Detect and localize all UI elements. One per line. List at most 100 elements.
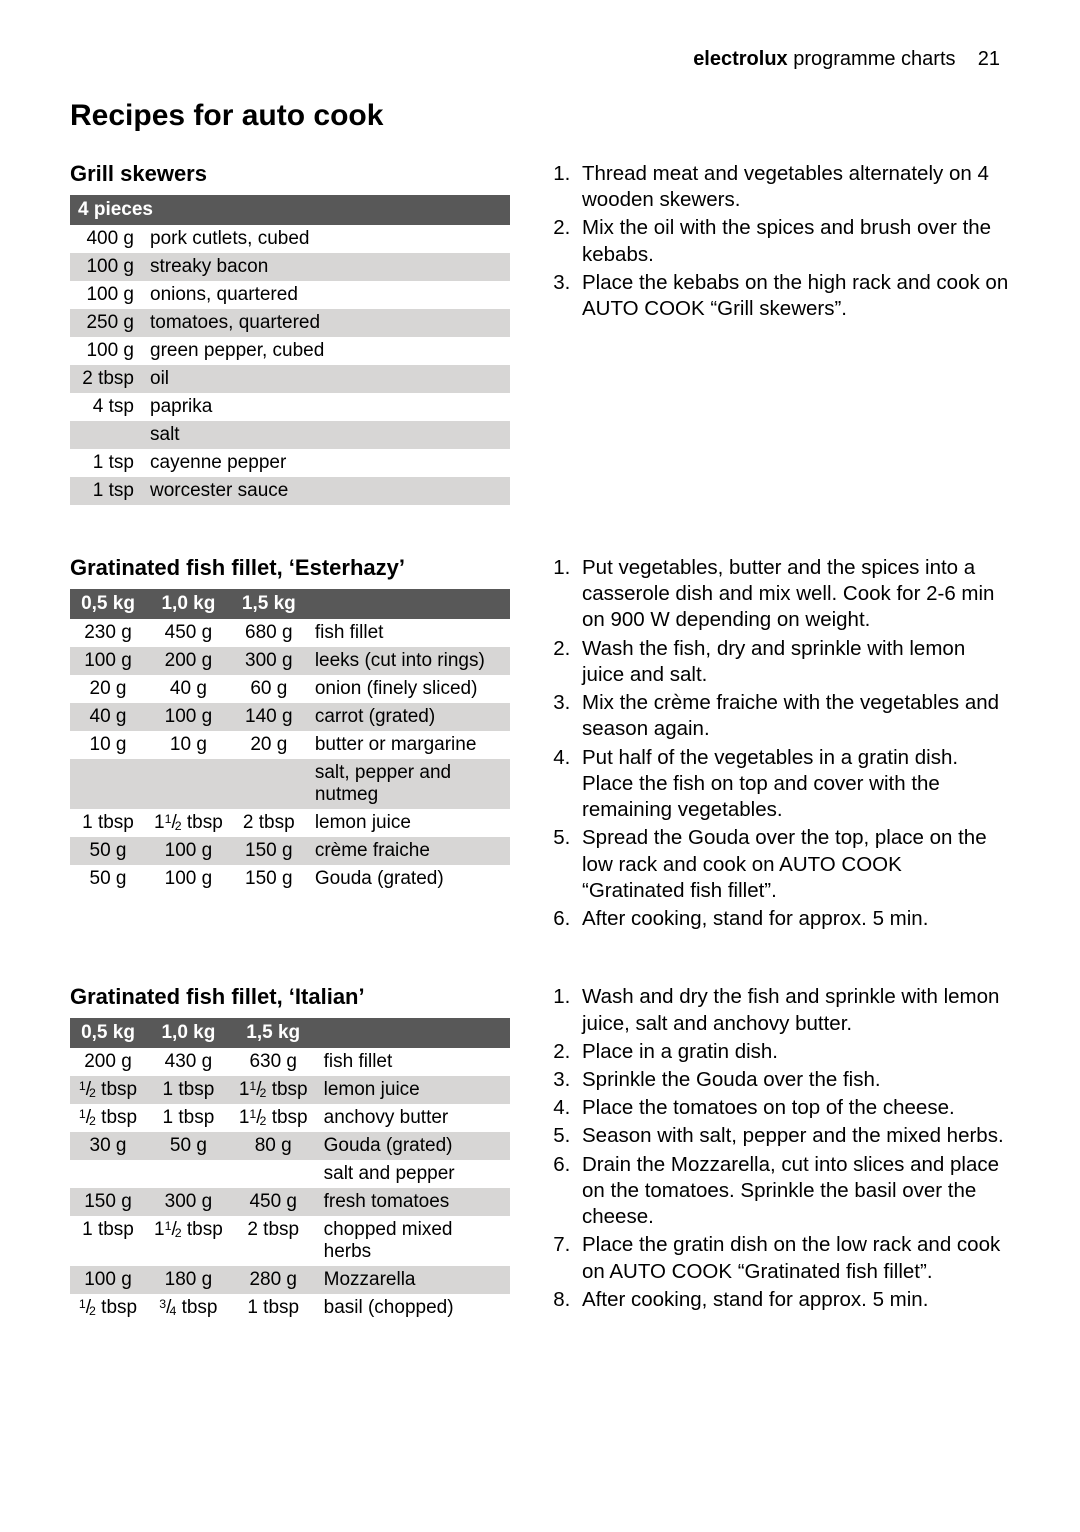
step-item: Sprinkle the Gouda over the fish. — [576, 1067, 1010, 1093]
amount-cell: 250 g — [70, 309, 142, 337]
amount-cell: 630 g — [231, 1048, 316, 1076]
table-row: 250 gtomatoes, quartered — [70, 309, 510, 337]
amount-cell: 1 tbsp — [146, 1104, 231, 1132]
amount-cell: 450 g — [146, 619, 231, 647]
step-item: Mix the oil with the spices and brush ov… — [576, 215, 1010, 267]
table-row: 30 g50 g80 gGouda (grated) — [70, 1132, 510, 1160]
ingredient-cell: Gouda (grated) — [307, 865, 510, 893]
amount-cell: 100 g — [70, 1266, 146, 1294]
page-number: 21 — [978, 48, 1000, 70]
step-item: Mix the crème fraiche with the vegetable… — [576, 690, 1010, 742]
amount-cell: 450 g — [231, 1188, 316, 1216]
table-row: 1 tspcayenne pepper — [70, 449, 510, 477]
amount-cell: 280 g — [231, 1266, 316, 1294]
table-header: 1,5 kg — [231, 1018, 316, 1048]
amount-cell: 3/4 tbsp — [146, 1294, 231, 1322]
amount-cell: 11/2 tbsp — [231, 1104, 316, 1132]
amount-cell: 100 g — [146, 837, 231, 865]
step-item: Season with salt, pepper and the mixed h… — [576, 1123, 1010, 1149]
amount-cell: 11/2 tbsp — [146, 1216, 231, 1266]
table-header: 1,5 kg — [231, 589, 307, 619]
amount-cell: 20 g — [231, 731, 307, 759]
steps-list: Wash and dry the fish and sprinkle with … — [550, 984, 1010, 1313]
ingredient-cell: salt — [142, 421, 510, 449]
table-row: 1 tbsp11/2 tbsp2 tbsplemon juice — [70, 809, 510, 837]
step-item: Place the gratin dish on the low rack an… — [576, 1232, 1010, 1284]
amount-cell: 1 tsp — [70, 449, 142, 477]
table-header — [307, 589, 510, 619]
table-row: 100 g200 g300 gleeks (cut into rings) — [70, 647, 510, 675]
amount-cell: 1/2 tbsp — [70, 1104, 146, 1132]
ingredient-cell: fresh tomatoes — [316, 1188, 510, 1216]
step-item: Wash and dry the fish and sprinkle with … — [576, 984, 1010, 1036]
table-header — [316, 1018, 510, 1048]
table-row: 400 gpork cutlets, cubed — [70, 225, 510, 253]
amount-cell: 1 tbsp — [146, 1076, 231, 1104]
amount-cell: 1 tbsp — [70, 1216, 146, 1266]
amount-cell: 20 g — [70, 675, 146, 703]
ingredients-table: 4 pieces400 gpork cutlets, cubed100 gstr… — [70, 195, 510, 505]
ingredient-cell: salt and pepper — [316, 1160, 510, 1188]
table-row: 150 g300 g450 gfresh tomatoes — [70, 1188, 510, 1216]
amount-cell: 100 g — [70, 281, 142, 309]
amount-cell: 100 g — [146, 865, 231, 893]
table-row: 1 tspworcester sauce — [70, 477, 510, 505]
amount-cell: 200 g — [70, 1048, 146, 1076]
table-row: 10 g10 g20 gbutter or margarine — [70, 731, 510, 759]
amount-cell: 300 g — [146, 1188, 231, 1216]
ingredient-cell: leeks (cut into rings) — [307, 647, 510, 675]
ingredient-cell: worcester sauce — [142, 477, 510, 505]
table-row: 100 gonions, quartered — [70, 281, 510, 309]
amount-cell: 140 g — [231, 703, 307, 731]
amount-cell: 40 g — [70, 703, 146, 731]
ingredient-cell: anchovy butter — [316, 1104, 510, 1132]
amount-cell — [70, 1160, 146, 1188]
table-row: salt and pepper — [70, 1160, 510, 1188]
recipe-title: Grill skewers — [70, 161, 510, 187]
amount-cell: 1 tbsp — [70, 809, 146, 837]
amount-cell: 230 g — [70, 619, 146, 647]
amount-cell — [231, 759, 307, 809]
amount-cell: 150 g — [231, 837, 307, 865]
ingredient-cell: oil — [142, 365, 510, 393]
page-header: electrolux programme charts 21 — [70, 48, 1010, 71]
ingredient-cell: Mozzarella — [316, 1266, 510, 1294]
amount-cell — [70, 421, 142, 449]
ingredient-cell: crème fraiche — [307, 837, 510, 865]
ingredient-cell: butter or margarine — [307, 731, 510, 759]
amount-cell: 11/2 tbsp — [146, 809, 231, 837]
ingredient-cell: paprika — [142, 393, 510, 421]
ingredient-cell: Gouda (grated) — [316, 1132, 510, 1160]
amount-cell: 200 g — [146, 647, 231, 675]
amount-cell: 50 g — [70, 837, 146, 865]
amount-cell: 10 g — [146, 731, 231, 759]
table-row: 50 g100 g150 gcrème fraiche — [70, 837, 510, 865]
table-header: 0,5 kg — [70, 589, 146, 619]
ingredient-cell: carrot (grated) — [307, 703, 510, 731]
ingredient-cell: tomatoes, quartered — [142, 309, 510, 337]
amount-cell: 11/2 tbsp — [231, 1076, 316, 1104]
table-row: 50 g100 g150 gGouda (grated) — [70, 865, 510, 893]
amount-cell: 80 g — [231, 1132, 316, 1160]
table-header: 1,0 kg — [146, 1018, 231, 1048]
step-item: After cooking, stand for approx. 5 min. — [576, 906, 1010, 932]
amount-cell: 2 tbsp — [231, 809, 307, 837]
amount-cell: 150 g — [70, 1188, 146, 1216]
step-item: Spread the Gouda over the top, place on … — [576, 825, 1010, 904]
steps-list: Thread meat and vegetables alternately o… — [550, 161, 1010, 322]
table-row: 200 g430 g630 gfish fillet — [70, 1048, 510, 1076]
ingredients-table: 0,5 kg1,0 kg1,5 kg230 g450 g680 gfish fi… — [70, 589, 510, 893]
ingredient-cell: chopped mixed herbs — [316, 1216, 510, 1266]
ingredient-cell: lemon juice — [307, 809, 510, 837]
amount-cell: 60 g — [231, 675, 307, 703]
recipe-title: Gratinated fish fillet, ‘Esterhazy’ — [70, 555, 510, 581]
recipe-title: Gratinated fish fillet, ‘Italian’ — [70, 984, 510, 1010]
ingredient-cell: fish fillet — [316, 1048, 510, 1076]
amount-cell: 1 tbsp — [231, 1294, 316, 1322]
amount-cell: 1 tsp — [70, 477, 142, 505]
ingredient-cell: salt, pepper and nutmeg — [307, 759, 510, 809]
ingredient-cell: lemon juice — [316, 1076, 510, 1104]
amount-cell: 2 tbsp — [70, 365, 142, 393]
amount-cell: 1/2 tbsp — [70, 1076, 146, 1104]
step-item: Place in a gratin dish. — [576, 1039, 1010, 1065]
